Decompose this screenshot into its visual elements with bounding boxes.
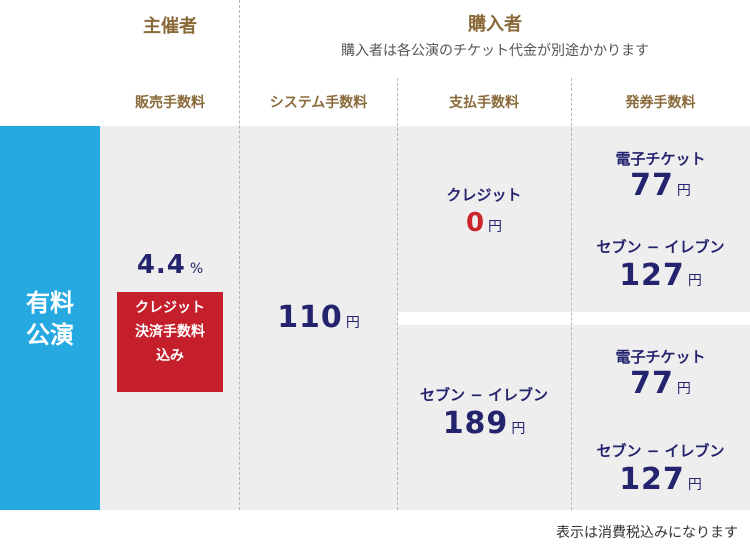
issuing-top-seven-amount: 127 円 xyxy=(571,258,750,293)
badge-line1: クレジット xyxy=(135,300,205,316)
system-fee-unit: 円 xyxy=(345,315,360,331)
sales-rate: 4.4% xyxy=(100,250,240,280)
column-system-fee: システム手数料 xyxy=(269,95,368,111)
issuing-bottom-eticket-label: 電子チケット xyxy=(615,348,706,366)
issuing-top-eticket-value: 77 xyxy=(630,168,674,203)
column-issuing-fee: 発券手数料 xyxy=(625,95,696,111)
row-label-line1: 有料 xyxy=(26,289,74,317)
issuing-top-seven-label: セブン − イレブン xyxy=(596,238,725,256)
issuing-top-seven-value: 127 xyxy=(619,258,685,293)
purchaser-note: 購入者は各公演のチケット代金が別途かかります xyxy=(341,43,649,59)
payment-seven-unit: 円 xyxy=(511,421,526,437)
tax-footnote: 表示は消費税込みになります xyxy=(556,525,738,541)
issuing-top-eticket-amount: 77 円 xyxy=(571,168,750,203)
badge-line3: 込み xyxy=(156,348,184,364)
payment-credit-label: クレジット xyxy=(446,186,522,204)
sales-rate-unit: % xyxy=(189,261,204,277)
issuing-top-seven-unit: 円 xyxy=(687,273,702,289)
issuing-bottom-seven-unit: 円 xyxy=(687,477,702,493)
column-sales-fee: 販売手数料 xyxy=(135,95,205,111)
system-panel xyxy=(240,126,397,510)
payment-seven-label: セブン − イレブン xyxy=(419,386,548,404)
credit-fee-included-badge: クレジット 決済手数料 込み xyxy=(117,292,223,392)
issuing-bottom-seven-value: 127 xyxy=(619,462,685,497)
system-fee-amount: 110 円 xyxy=(240,300,397,335)
payment-credit-value: 0 xyxy=(465,208,486,238)
payment-seven-value: 189 xyxy=(442,406,509,441)
payment-panel-bottom xyxy=(397,325,750,510)
issuing-bottom-eticket-unit: 円 xyxy=(676,381,691,397)
issuing-bottom-eticket-value: 77 xyxy=(630,366,674,401)
payment-seven-amount: 189 円 xyxy=(397,406,571,441)
issuing-bottom-seven-label: セブン − イレブン xyxy=(596,442,725,460)
system-fee-value: 110 xyxy=(277,300,343,335)
purchaser-header: 購入者 xyxy=(468,14,522,35)
divider-organizer-purchaser xyxy=(239,0,240,510)
divider-payment-issuing xyxy=(571,78,572,510)
payment-panel-top xyxy=(397,126,750,312)
payment-credit-unit: 円 xyxy=(488,219,503,235)
row-label-line2: 公演 xyxy=(26,321,74,349)
issuing-top-eticket-unit: 円 xyxy=(676,183,691,199)
sales-rate-value: 4.4 xyxy=(136,250,186,280)
row-label-cell xyxy=(0,126,100,510)
column-payment-fee: 支払手数料 xyxy=(449,95,519,111)
issuing-bottom-seven-amount: 127 円 xyxy=(571,462,750,497)
divider-system-payment xyxy=(397,78,398,510)
organizer-header: 主催者 xyxy=(143,16,197,37)
issuing-bottom-eticket-amount: 77 円 xyxy=(571,366,750,401)
badge-line2: 決済手数料 xyxy=(135,324,205,340)
row-label: 有料 公演 xyxy=(0,287,100,351)
issuing-top-eticket-label: 電子チケット xyxy=(615,150,706,168)
